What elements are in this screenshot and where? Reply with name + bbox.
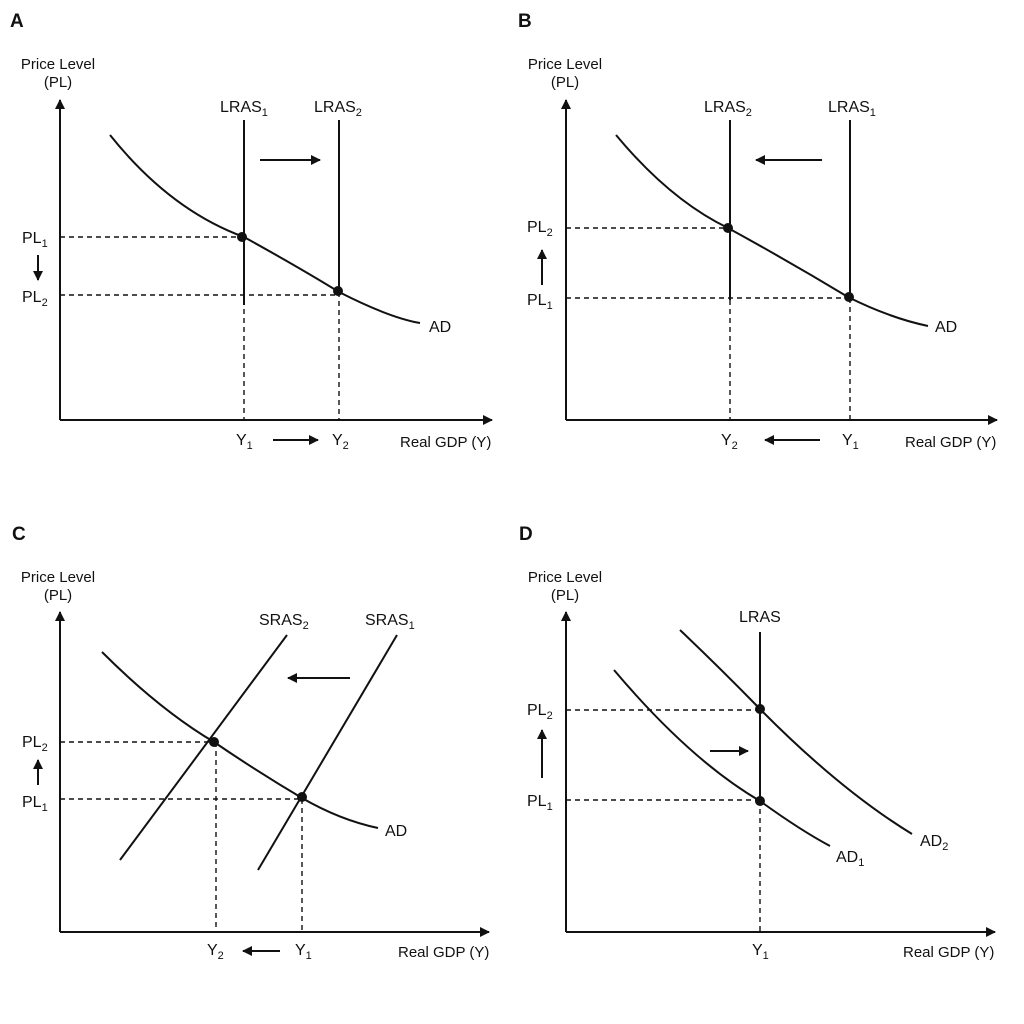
x-axis-title: Real GDP (Y) — [905, 434, 996, 451]
y-axis-title: Price Level — [528, 56, 602, 73]
ad-curve — [109, 134, 421, 324]
equilibrium-point-1 — [297, 792, 307, 802]
sras2-curve — [119, 634, 288, 861]
pl1-label: PL1 — [527, 793, 553, 813]
sras2-label: SRAS2 — [259, 612, 309, 632]
ad-curve — [101, 651, 379, 829]
equilibrium-point-2 — [209, 737, 219, 747]
y-axis-title: Price Level — [21, 569, 95, 586]
ad-label: AD — [385, 823, 407, 840]
lras2-label: LRAS2 — [314, 99, 362, 119]
lras1-label: LRAS1 — [828, 99, 876, 119]
y-axis-title: Price Level — [21, 56, 95, 73]
ad2-label: AD2 — [920, 833, 948, 853]
pl2-label: PL2 — [527, 702, 553, 722]
panel-c: C Price Level (PL) Real GDP (Y) SRAS2 SR… — [12, 524, 490, 962]
panel-c-label: C — [12, 524, 26, 545]
panel-d-label: D — [519, 524, 533, 545]
equilibrium-point-1 — [844, 292, 854, 302]
pl2-label: PL2 — [22, 734, 48, 754]
sras1-curve — [257, 634, 398, 871]
lras-label: LRAS — [739, 609, 781, 626]
y1-label: Y1 — [295, 942, 312, 962]
panel-a-label: A — [10, 11, 24, 32]
ad1-curve — [613, 669, 831, 847]
equilibrium-point-2 — [333, 286, 343, 296]
ad-label: AD — [935, 319, 957, 336]
equilibrium-point-2 — [755, 704, 765, 714]
y-axis-abbrev: (PL) — [551, 74, 579, 91]
equilibrium-point-2 — [723, 223, 733, 233]
ad1-label: AD1 — [836, 849, 864, 869]
y2-label: Y2 — [207, 942, 224, 962]
panel-b: B Price Level (PL) Real GDP (Y) LRAS2 LR… — [518, 11, 998, 452]
x-axis-title: Real GDP (Y) — [903, 944, 994, 961]
ad2-curve — [679, 629, 913, 835]
y1-label: Y1 — [236, 432, 253, 452]
y-axis-abbrev: (PL) — [551, 587, 579, 604]
ad-label: AD — [429, 319, 451, 336]
x-axis-title: Real GDP (Y) — [398, 944, 489, 961]
y2-label: Y2 — [721, 432, 738, 452]
equilibrium-point-1 — [755, 796, 765, 806]
lras1-label: LRAS1 — [220, 99, 268, 119]
y-axis-abbrev: (PL) — [44, 74, 72, 91]
y2-label: Y2 — [332, 432, 349, 452]
y1-label: Y1 — [842, 432, 859, 452]
sras1-label: SRAS1 — [365, 612, 415, 632]
lras2-label: LRAS2 — [704, 99, 752, 119]
x-axis-title: Real GDP (Y) — [400, 434, 491, 451]
panel-a: A Price Level (PL) Real GDP (Y) LRAS1 LR… — [10, 11, 493, 452]
ad-curve — [615, 134, 929, 327]
pl1-label: PL1 — [527, 292, 553, 312]
y-axis-title: Price Level — [528, 569, 602, 586]
pl1-label: PL1 — [22, 230, 48, 250]
panel-d: D Price Level (PL) Real GDP (Y) LRAS AD1… — [519, 524, 996, 962]
pl1-label: PL1 — [22, 794, 48, 814]
y1-label: Y1 — [752, 942, 769, 962]
equilibrium-point-1 — [237, 232, 247, 242]
pl2-label: PL2 — [527, 219, 553, 239]
pl2-label: PL2 — [22, 289, 48, 309]
panel-b-label: B — [518, 11, 532, 32]
y-axis-abbrev: (PL) — [44, 587, 72, 604]
